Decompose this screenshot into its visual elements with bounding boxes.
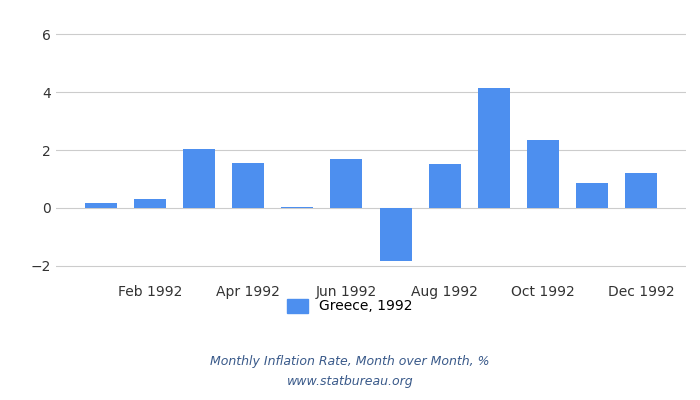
Bar	[625, 173, 657, 208]
Bar	[85, 204, 117, 208]
Bar	[330, 159, 363, 208]
Legend: Greece, 1992: Greece, 1992	[281, 293, 419, 319]
Bar	[429, 164, 461, 208]
Bar	[527, 140, 559, 208]
Bar	[576, 183, 608, 208]
Bar	[478, 88, 510, 208]
Text: www.statbureau.org: www.statbureau.org	[287, 376, 413, 388]
Bar	[134, 199, 166, 208]
Text: Monthly Inflation Rate, Month over Month, %: Monthly Inflation Rate, Month over Month…	[210, 356, 490, 368]
Bar	[183, 150, 215, 208]
Bar	[232, 163, 264, 208]
Bar	[379, 208, 412, 261]
Bar	[281, 207, 313, 208]
